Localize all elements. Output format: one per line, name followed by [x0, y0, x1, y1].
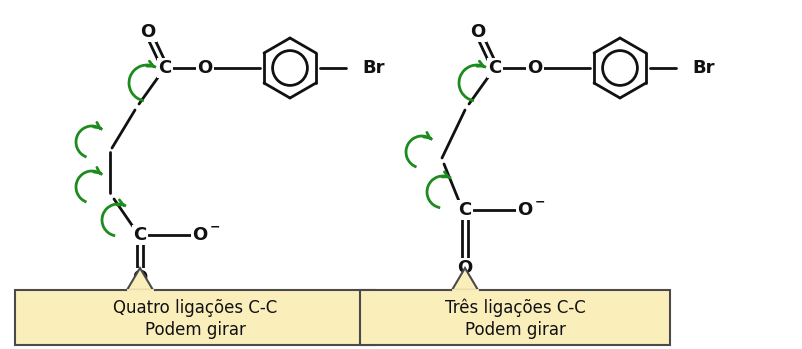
- Text: O: O: [471, 23, 486, 41]
- Text: O: O: [197, 59, 213, 77]
- FancyBboxPatch shape: [15, 290, 375, 345]
- Text: Três ligações C-C: Três ligações C-C: [444, 299, 585, 317]
- Text: C: C: [459, 201, 472, 219]
- Polygon shape: [452, 268, 478, 290]
- Text: C: C: [488, 59, 501, 77]
- Text: O: O: [457, 259, 472, 277]
- Text: O: O: [140, 23, 156, 41]
- Text: C: C: [158, 59, 172, 77]
- Text: Podem girar: Podem girar: [464, 321, 565, 339]
- FancyBboxPatch shape: [360, 290, 670, 345]
- Text: −: −: [535, 195, 545, 208]
- Text: O: O: [192, 226, 208, 244]
- Text: C: C: [133, 226, 147, 244]
- Text: Br: Br: [692, 59, 715, 77]
- Text: O: O: [528, 59, 543, 77]
- Text: Br: Br: [362, 59, 384, 77]
- Text: O: O: [132, 269, 148, 287]
- Text: Podem girar: Podem girar: [144, 321, 245, 339]
- Text: O: O: [517, 201, 533, 219]
- Polygon shape: [127, 268, 153, 290]
- Text: −: −: [210, 221, 221, 233]
- Text: Quatro ligações C-C: Quatro ligações C-C: [113, 299, 277, 317]
